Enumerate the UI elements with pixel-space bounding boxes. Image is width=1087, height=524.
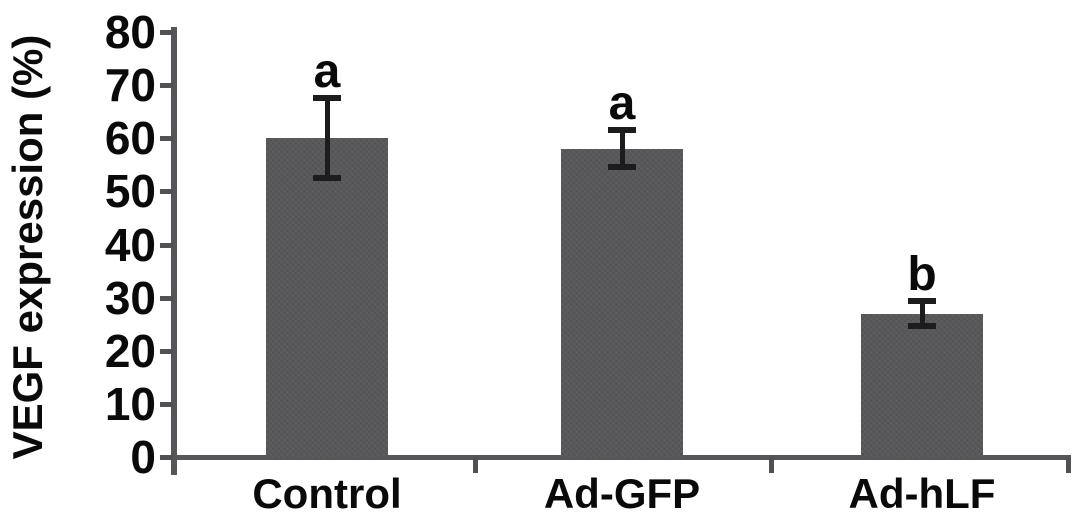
y-tick-label: 60: [104, 112, 156, 165]
x-axis-end-tick: [1066, 457, 1071, 473]
error-bar-cap-top: [313, 95, 341, 102]
bar: [561, 148, 683, 457]
y-tick: [160, 242, 174, 248]
y-tick-label: 70: [104, 59, 156, 112]
y-tick: [160, 189, 174, 195]
y-tick-label: 80: [104, 6, 156, 58]
y-tick-label: 30: [104, 271, 156, 324]
error-bar-line: [325, 98, 330, 179]
error-bar-cap-bottom: [908, 322, 936, 329]
y-tick-label: 10: [104, 377, 156, 430]
x-tick: [473, 457, 478, 473]
error-bar-cap-top: [608, 127, 636, 134]
y-tick: [160, 455, 174, 460]
y-tick-label: 20: [104, 324, 156, 377]
y-tick: [160, 401, 174, 407]
x-tick: [769, 457, 774, 473]
error-bar-cap-bottom: [608, 164, 636, 171]
y-tick-label: 50: [104, 165, 156, 218]
y-tick: [160, 30, 174, 35]
category-label: Ad-GFP: [543, 470, 701, 517]
bar: [861, 313, 983, 457]
y-tick: [160, 136, 174, 142]
y-tick-label: 40: [104, 218, 156, 271]
error-bar-cap-top: [908, 298, 936, 305]
error-bar-cap-bottom: [313, 175, 341, 182]
bar: [266, 138, 388, 457]
category-label: Control: [252, 470, 402, 517]
sig-letter: a: [608, 77, 636, 131]
x-axis-line: [166, 455, 1071, 460]
sig-letter: a: [313, 45, 341, 99]
y-tick: [160, 83, 174, 89]
error-bar-line: [920, 301, 925, 326]
y-tick-label: 0: [130, 431, 156, 483]
y-tick: [160, 295, 174, 301]
y-axis-line: [171, 27, 177, 475]
error-bar-line: [620, 130, 625, 168]
y-tick: [160, 348, 174, 354]
sig-letter: b: [907, 248, 937, 302]
category-label: Ad-hLF: [848, 470, 996, 517]
